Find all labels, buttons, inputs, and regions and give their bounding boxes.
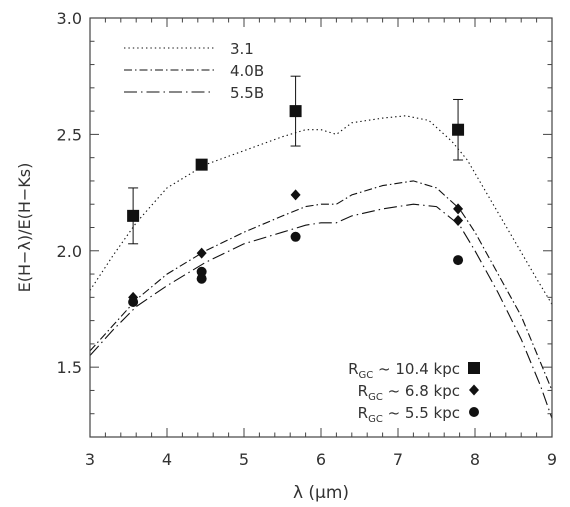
diamond-marker [196, 247, 207, 259]
diamond-marker [290, 189, 301, 201]
x-tick-label: 5 [239, 450, 249, 469]
x-tick-label: 7 [393, 450, 403, 469]
data-markers [127, 105, 465, 307]
x-tick-label: 4 [162, 450, 172, 469]
circle-marker [453, 255, 464, 266]
error-bars [128, 75, 464, 245]
curve-3-1 [89, 115, 553, 305]
diamond-marker [453, 203, 464, 215]
x-tick-label: 6 [316, 450, 326, 469]
x-tick-label: 8 [470, 450, 480, 469]
point-legend-label: RGC ~ 10.4 kpc [348, 360, 460, 381]
point-legend-label: RGC ~ 5.5 kpc [358, 404, 460, 425]
x-axis-label: λ (μm) [293, 483, 349, 503]
model-curves [89, 115, 553, 419]
axis-ticks [89, 17, 553, 437]
square-marker [195, 158, 208, 171]
point-legend-label: RGC ~ 6.8 kpc [358, 382, 460, 403]
circle-marker [196, 273, 207, 284]
circle-marker [196, 266, 207, 277]
point-legend-diamond-marker [469, 384, 479, 396]
x-tick-label: 3 [85, 450, 95, 469]
circle-marker [290, 231, 301, 242]
curve-legend-label: 4.0B [230, 62, 264, 80]
circle-marker [128, 296, 139, 307]
curve-legend-label: 3.1 [230, 40, 254, 58]
y-axis-label: E(H−λ)/E(H−Ks) [15, 163, 34, 293]
curve-4-0b [89, 180, 553, 391]
square-marker [452, 123, 465, 136]
point-legend-circle-marker [469, 407, 479, 417]
diamond-marker [453, 215, 464, 227]
y-tick-label: 3.0 [57, 9, 82, 28]
curve-legend: 3.1 4.0B 5.5B [124, 40, 264, 102]
y-tick-label: 2.5 [57, 125, 82, 144]
curve-5-5b [89, 203, 553, 419]
square-marker [289, 105, 302, 118]
curve-legend-label: 5.5B [230, 84, 264, 102]
plot-frame [89, 17, 553, 438]
y-tick-label: 2.0 [57, 242, 82, 261]
y-tick-label: 1.5 [57, 358, 82, 377]
point-legend-square-marker [468, 362, 480, 374]
tick-labels: 3 4 5 6 7 8 9 1.5 2.0 2.5 3.0 [57, 9, 558, 469]
x-tick-label: 9 [547, 450, 557, 469]
square-marker [127, 209, 140, 222]
